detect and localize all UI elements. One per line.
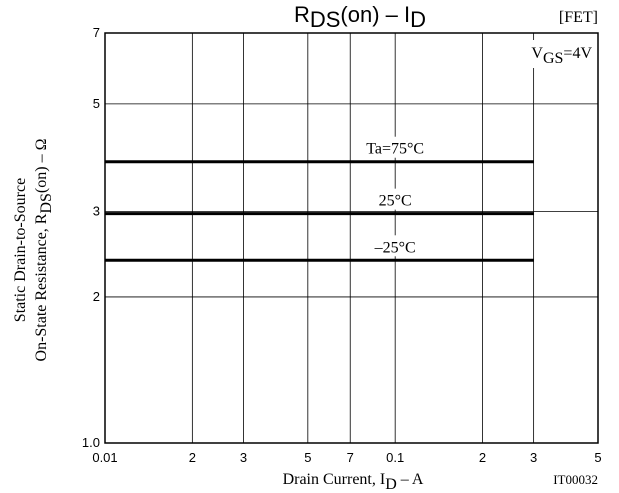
y-axis-label-line2: On-State Resistance, RDS(on) – Ω xyxy=(33,138,55,361)
y-tick-label: 7 xyxy=(93,25,100,40)
x-tick-label: 3 xyxy=(240,450,247,465)
series-label-background xyxy=(360,136,431,158)
figure-id: IT00032 xyxy=(553,472,598,487)
y-tick-label: 5 xyxy=(93,96,100,111)
y-axis-label-line1: Static Drain-to-Source xyxy=(12,178,29,322)
series-label: Ta=75°C xyxy=(366,141,424,158)
x-axis-label: Drain Current, ID – A xyxy=(283,471,424,493)
x-tick-label: 0.01 xyxy=(92,450,117,465)
x-tick-label: 2 xyxy=(479,450,486,465)
series-label: 25°C xyxy=(379,193,412,210)
series-lines xyxy=(105,160,534,262)
condition-label: VGS=4V xyxy=(531,45,592,67)
x-tick-label: 0.1 xyxy=(386,450,404,465)
x-tick-label: 7 xyxy=(347,450,354,465)
series-label: –25°C xyxy=(374,239,416,256)
x-tick-label: 5 xyxy=(304,450,311,465)
chart-title: RDS(on) – ID xyxy=(294,2,426,32)
y-tick-label: 3 xyxy=(93,204,100,219)
x-tick-labels: 0.01 2 3 5 7 0.1 2 3 5 xyxy=(92,450,601,465)
x-tick-label: 5 xyxy=(594,450,601,465)
series-label-background xyxy=(360,235,431,257)
y-tick-labels: 1.0 2 3 5 7 xyxy=(82,25,100,450)
y-tick-label: 2 xyxy=(93,289,100,304)
device-type-tag: [FET] xyxy=(559,9,598,26)
x-tick-label: 2 xyxy=(189,450,196,465)
condition-background xyxy=(496,40,594,68)
y-axis-label: Static Drain-to-Source On-State Resistan… xyxy=(12,138,55,361)
y-tick-label: 1.0 xyxy=(82,435,100,450)
series-labels: Ta=75°C 25°C –25°C xyxy=(360,136,431,257)
series-label-background xyxy=(360,188,431,210)
grid xyxy=(104,32,599,444)
x-tick-label: 3 xyxy=(530,450,537,465)
plot-frame xyxy=(104,32,599,444)
